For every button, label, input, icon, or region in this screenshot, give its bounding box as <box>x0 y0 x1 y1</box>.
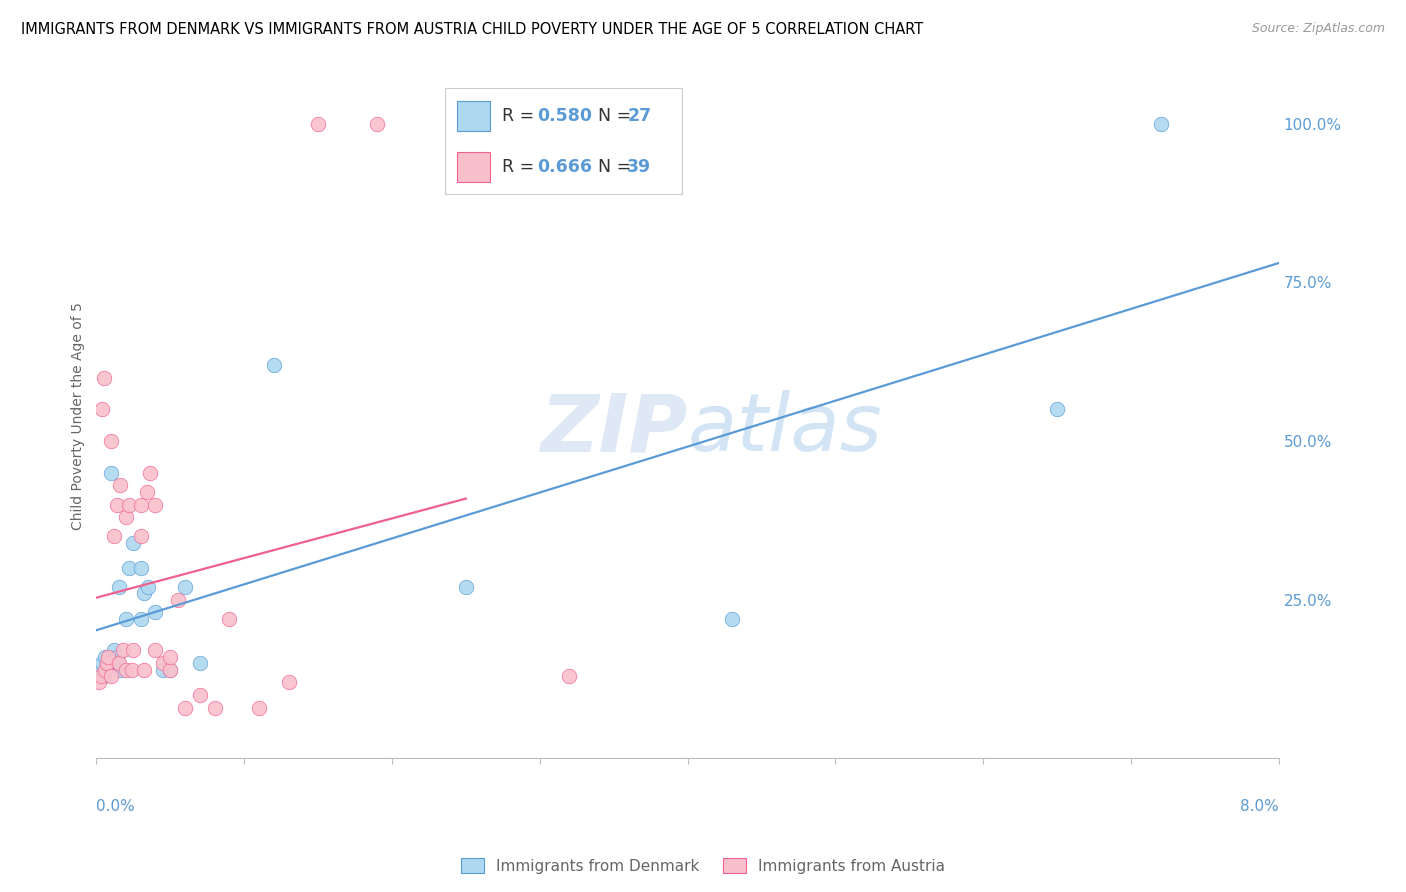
Text: ZIP: ZIP <box>540 391 688 468</box>
Point <box>89 675 111 690</box>
Point <box>122 643 145 657</box>
Point <box>152 663 174 677</box>
Point <box>97 649 120 664</box>
Point <box>129 498 152 512</box>
Point <box>558 669 581 683</box>
Point <box>159 663 181 677</box>
Point <box>1150 117 1173 131</box>
Point <box>277 675 299 690</box>
Point <box>366 117 388 131</box>
Point <box>174 700 197 714</box>
Point <box>129 529 152 543</box>
Point <box>135 484 157 499</box>
Point <box>105 649 128 664</box>
Point <box>118 561 141 575</box>
Point <box>129 612 152 626</box>
Point <box>91 656 114 670</box>
Point <box>145 606 167 620</box>
Point <box>90 663 112 677</box>
Text: 0.0%: 0.0% <box>97 799 135 814</box>
Point <box>118 498 141 512</box>
Point <box>100 466 122 480</box>
Y-axis label: Child Poverty Under the Age of 5: Child Poverty Under the Age of 5 <box>72 301 86 530</box>
Point <box>145 643 167 657</box>
Point <box>1046 402 1069 417</box>
Point <box>307 117 329 131</box>
Text: Source: ZipAtlas.com: Source: ZipAtlas.com <box>1251 22 1385 36</box>
Point <box>94 663 117 677</box>
Point <box>115 510 138 524</box>
Point <box>105 498 128 512</box>
Point <box>100 434 122 448</box>
Point <box>152 656 174 670</box>
Point <box>132 663 155 677</box>
Point <box>103 529 125 543</box>
Point <box>103 643 125 657</box>
Point <box>115 663 138 677</box>
Point <box>721 612 744 626</box>
Point <box>100 669 122 683</box>
Point <box>188 656 211 670</box>
Point <box>174 580 197 594</box>
Point <box>132 586 155 600</box>
Point <box>218 612 240 626</box>
Text: IMMIGRANTS FROM DENMARK VS IMMIGRANTS FROM AUSTRIA CHILD POVERTY UNDER THE AGE O: IMMIGRANTS FROM DENMARK VS IMMIGRANTS FR… <box>21 22 924 37</box>
Point <box>159 649 181 664</box>
Point <box>94 649 117 664</box>
Point <box>115 612 138 626</box>
Point <box>138 466 160 480</box>
Legend: Immigrants from Denmark, Immigrants from Austria: Immigrants from Denmark, Immigrants from… <box>456 852 950 880</box>
Point <box>454 580 477 594</box>
Point <box>188 688 211 702</box>
Text: 8.0%: 8.0% <box>1240 799 1279 814</box>
Point <box>96 656 118 670</box>
Point <box>91 402 114 417</box>
Point <box>204 700 226 714</box>
Point <box>263 358 285 372</box>
Point <box>129 561 152 575</box>
Point <box>107 656 129 670</box>
Point <box>166 592 188 607</box>
Point <box>111 643 134 657</box>
Point <box>136 580 159 594</box>
Point <box>93 669 115 683</box>
Point <box>108 663 131 677</box>
Point <box>121 663 143 677</box>
Point <box>107 580 129 594</box>
Point <box>159 663 181 677</box>
Point <box>90 669 112 683</box>
Point <box>247 700 270 714</box>
Point <box>108 478 131 492</box>
Point <box>145 498 167 512</box>
Point <box>122 535 145 549</box>
Point <box>93 370 115 384</box>
Point <box>97 656 120 670</box>
Text: atlas: atlas <box>688 391 883 468</box>
